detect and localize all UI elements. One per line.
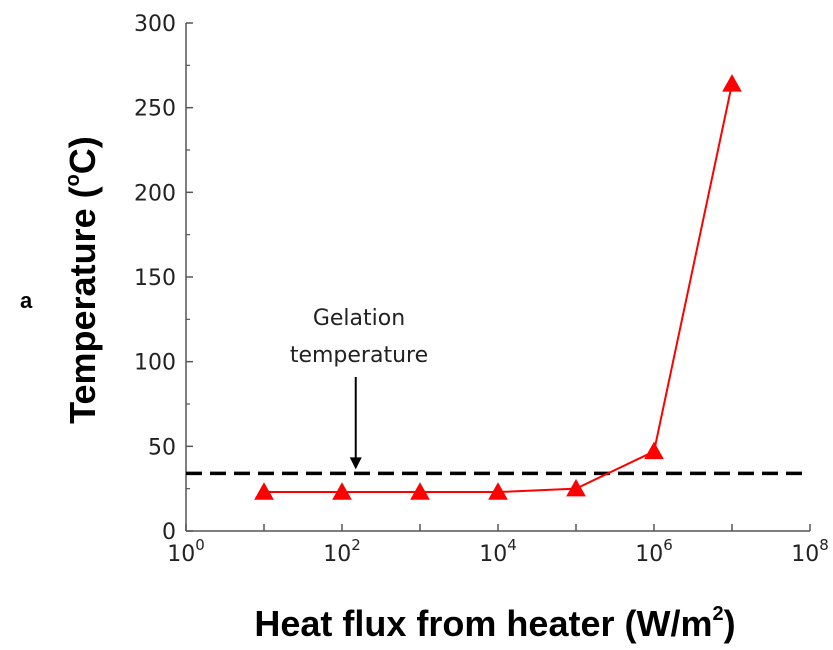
y-axis-title: Temperature (oC) [62,136,103,424]
y-tick-label: 150 [134,266,176,291]
data-point-marker [644,441,664,460]
x-axis-title-sup: 2 [712,603,723,625]
data-point-marker [254,482,274,500]
data-point-marker [566,478,586,497]
x-tick-exponent: 2 [351,536,361,554]
x-tick-base: 10 [635,542,663,567]
y-tick-label: 200 [134,181,176,206]
y-tick-label: 100 [134,351,176,376]
x-tick-label: 100 [167,536,205,567]
annotation-line-2: temperature [290,343,428,368]
y-axis-title-end: C) [62,136,103,174]
data-point-marker [410,482,430,500]
x-tick-exponent: 8 [819,536,829,554]
data-point-marker [332,482,352,500]
x-tick-label: 102 [323,536,361,567]
x-tick-label: 104 [479,536,517,567]
annotation-line-1: Gelation [313,306,405,331]
panel-label: a [20,288,33,313]
x-tick-label: 108 [791,536,829,567]
x-axis-title-main: Heat flux from heater (W/m [254,603,712,644]
x-axis-title-end: ) [724,603,736,644]
series-line [264,83,733,494]
y-axis-title-sup: o [62,174,84,186]
x-tick-label: 106 [635,536,673,567]
x-tick-base: 10 [791,542,819,567]
y-tick-label: 250 [134,97,176,122]
x-tick-exponent: 6 [663,536,673,554]
x-tick-base: 10 [167,542,195,567]
data-point-marker [722,74,742,92]
y-tick-label: 300 [134,12,176,37]
x-tick-base: 10 [479,542,507,567]
y-tick-label: 50 [148,435,176,460]
x-tick-exponent: 0 [195,536,205,554]
x-axis-title: Heat flux from heater (W/m2) [254,603,735,644]
x-tick-exponent: 4 [507,536,517,554]
annotation-arrow-head [349,457,362,470]
y-axis-title-main: Temperature ( [62,186,103,423]
x-tick-base: 10 [323,542,351,567]
data-point-marker [488,482,508,500]
y-tick-label: 0 [162,520,176,545]
